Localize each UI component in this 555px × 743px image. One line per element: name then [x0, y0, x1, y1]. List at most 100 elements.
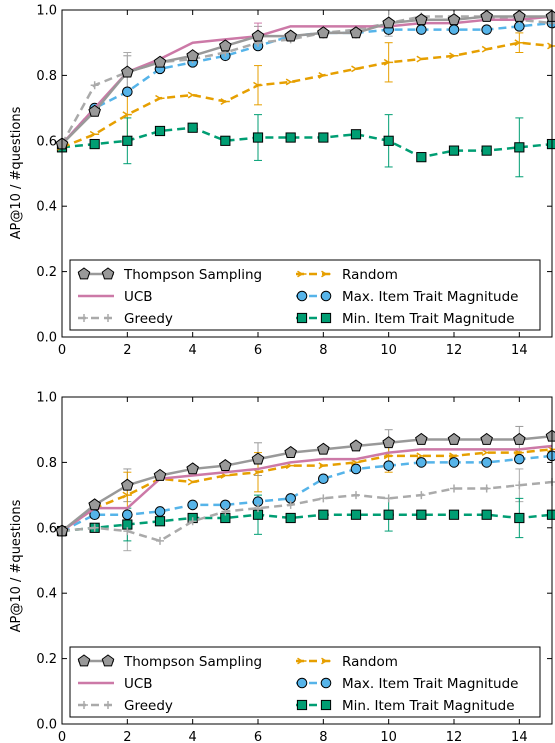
bottom-point-greedy: [515, 481, 524, 490]
bottom-point-thompson: [284, 445, 297, 458]
bottom-point-min: [285, 512, 296, 524]
bottom-legend-marker-random: [321, 657, 331, 665]
bottom-point-thompson: [545, 429, 555, 442]
bottom-xtick-label: 0: [58, 730, 66, 743]
top-xtick-label: 8: [319, 343, 327, 358]
bottom-point-greedy: [482, 484, 491, 493]
bottom-point-random: [122, 491, 132, 499]
bottom-point-max: [154, 506, 166, 517]
top-point-random: [89, 130, 100, 138]
top-point-min: [546, 138, 555, 150]
top-series-line-max: [61, 21, 553, 145]
bottom-point-max: [122, 509, 133, 521]
top-point-random: [547, 42, 555, 50]
bottom-legend-label-thompson: Thompson Sampling: [123, 654, 262, 670]
bottom-point-max: [383, 460, 394, 471]
top-xtick-label: 4: [189, 343, 197, 358]
top-point-max: [481, 24, 492, 35]
bottom-legend-marker-thompson: [101, 654, 115, 667]
bottom-point-max: [546, 450, 555, 462]
bottom-point-thompson: [88, 498, 101, 511]
top-xtick-label: 14: [511, 343, 528, 358]
top-point-thompson: [284, 29, 297, 42]
top-chart-layer: 0.0 0.2 0.4 0.6 0.8 1.0 0 2 4 6 8 10 12 14 Thompson Sa…: [36, 4, 555, 358]
top-legend-marker-random: [321, 270, 331, 278]
bottom-legend-marker-greedy: [104, 701, 112, 709]
bottom-point-thompson: [415, 432, 428, 445]
top-point-thompson: [480, 9, 493, 22]
top-legend-label-greedy: Greedy: [124, 311, 173, 327]
bottom-legend-marker-greedy: [80, 701, 88, 709]
top-point-random: [449, 52, 459, 60]
bottom-legend-label-max: Max. Item Trait Magnitude: [342, 676, 518, 692]
bottom-point-thompson: [317, 442, 330, 455]
bottom-point-greedy: [156, 536, 164, 545]
bottom-legend: Thompson Sampling UCB Greedy Random Max. Ite…: [69, 646, 541, 718]
top-point-thompson: [545, 9, 555, 22]
bottom-legend-marker-max: [320, 677, 332, 689]
bottom-point-random: [416, 452, 426, 460]
top-point-random: [253, 81, 263, 89]
bottom-point-random: [187, 478, 198, 486]
top-point-min: [514, 142, 525, 153]
bottom-legend-marker-max: [296, 677, 308, 689]
top-point-thompson: [153, 55, 167, 68]
top-plot-frame: [61, 9, 553, 338]
bottom-xtick-label: 8: [319, 730, 327, 743]
top-legend-marker-random: [297, 270, 307, 278]
top-point-min: [89, 138, 100, 150]
top-point-max: [122, 86, 133, 98]
top-legend-marker-greedy: [80, 314, 88, 322]
top-point-thompson: [121, 65, 134, 78]
top-legend-label-thompson: Thompson Sampling: [123, 267, 262, 283]
bottom-point-min: [383, 509, 394, 520]
top-legend-marker-greedy: [104, 314, 112, 322]
bottom-point-thompson: [186, 462, 199, 475]
bottom-xtick-label: 14: [511, 730, 528, 743]
top-series-line-random: [61, 41, 553, 149]
bottom-point-greedy: [319, 494, 328, 503]
top-xtick-label: 12: [446, 343, 463, 358]
top-point-min: [383, 135, 394, 146]
bottom-plot-frame: [61, 396, 553, 725]
top-ytick-label: 0.0: [36, 331, 57, 346]
bottom-point-thompson: [121, 478, 134, 491]
top-legend-label-min: Min. Item Trait Magnitude: [342, 311, 515, 327]
top-point-thompson: [88, 104, 101, 117]
bottom-point-max: [187, 499, 198, 511]
top-point-random: [285, 78, 296, 86]
bottom-point-thompson: [513, 432, 526, 445]
bottom-point-min: [546, 509, 555, 520]
bottom-point-min: [448, 509, 460, 520]
top-point-min: [448, 145, 460, 156]
top-point-max: [416, 24, 427, 35]
top-point-random: [416, 55, 426, 63]
top-point-min: [154, 125, 166, 137]
bottom-point-random: [318, 462, 328, 470]
bottom-point-max: [416, 457, 427, 468]
top-point-random: [383, 58, 394, 66]
top-point-random: [155, 94, 165, 102]
bottom-point-thompson: [153, 468, 167, 481]
bottom-point-thompson: [219, 459, 232, 472]
top-legend-marker-max: [296, 290, 308, 302]
bottom-point-max: [318, 473, 329, 485]
bottom-ytick-label: 0.4: [36, 587, 57, 602]
top-point-thompson: [317, 26, 330, 39]
bottom-point-random: [481, 449, 492, 457]
top-point-thompson: [415, 13, 428, 26]
top-point-greedy: [90, 81, 99, 90]
bottom-point-thompson: [480, 432, 493, 445]
bottom-legend-label-min: Min. Item Trait Magnitude: [342, 698, 515, 714]
bottom-point-greedy: [254, 504, 262, 513]
bottom-legend-marker-thompson: [77, 654, 91, 667]
top-legend-marker-thompson: [101, 267, 115, 280]
bottom-point-greedy: [417, 491, 426, 500]
bottom-ytick-label: 1.0: [36, 391, 57, 406]
bottom-series-line-thompson: [61, 434, 553, 533]
top-series-line-min: [61, 126, 553, 159]
bottom-xtick-label: 2: [123, 730, 131, 743]
bottom-point-greedy: [188, 517, 197, 526]
bottom-point-thompson: [349, 439, 363, 452]
top-point-min: [187, 122, 198, 133]
